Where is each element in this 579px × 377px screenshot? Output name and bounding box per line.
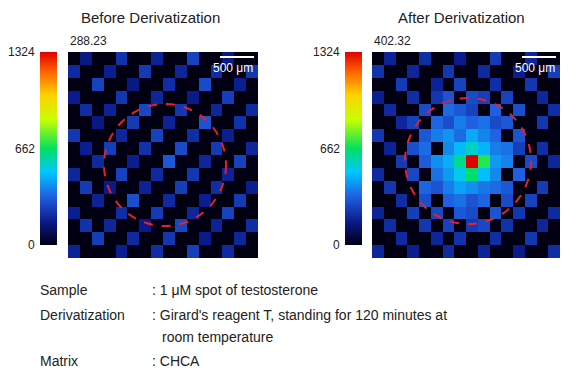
svg-text:0: 0 — [333, 238, 340, 252]
svg-text:1324: 1324 — [8, 45, 35, 59]
svg-text:662: 662 — [320, 142, 340, 156]
svg-text:500 μm: 500 μm — [213, 61, 253, 75]
svg-text:: Girard's reagent T, standing: : Girard's reagent T, standing for 120 m… — [152, 307, 447, 323]
svg-text:: 1 μM spot of testosterone: : 1 μM spot of testosterone — [152, 282, 318, 298]
svg-text:0: 0 — [28, 238, 35, 252]
svg-text:662: 662 — [15, 142, 35, 156]
svg-text:288.23: 288.23 — [70, 34, 107, 48]
svg-text:402.32: 402.32 — [374, 34, 411, 48]
svg-text:Sample: Sample — [40, 282, 88, 298]
svg-text:500 μm: 500 μm — [515, 61, 555, 75]
svg-text:Before Derivatization: Before Derivatization — [81, 9, 220, 26]
svg-text:Matrix: Matrix — [40, 353, 78, 369]
svg-text:After Derivatization: After Derivatization — [398, 9, 525, 26]
svg-text:: CHCA: : CHCA — [152, 353, 200, 369]
svg-text:Derivatization: Derivatization — [40, 307, 125, 323]
svg-text:1324: 1324 — [313, 45, 340, 59]
svg-text:room temperature: room temperature — [162, 329, 273, 345]
